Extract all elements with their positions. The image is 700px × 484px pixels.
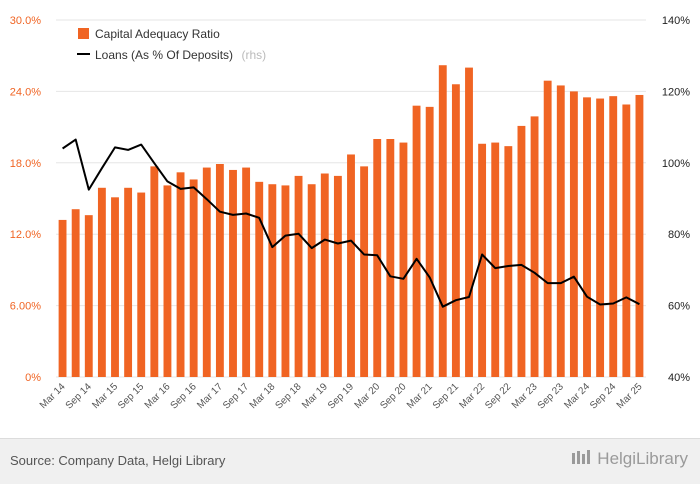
x-tick-label: Mar 21 [405, 381, 435, 411]
x-tick-label: Sep 16 [169, 381, 199, 411]
bar [504, 146, 513, 377]
legend-label-loans-text: Loans (As % Of Deposits) [95, 48, 233, 62]
y-tick-label-right: 120% [662, 86, 690, 98]
y-tick-label-right: 100% [662, 158, 690, 170]
bar [491, 142, 500, 377]
x-tick-label: Sep 17 [221, 381, 251, 411]
y-tick-label-right: 60% [668, 301, 690, 313]
x-tick-label: Mar 17 [195, 381, 225, 411]
bar [202, 167, 211, 377]
y-tick-label-right: 80% [668, 229, 690, 241]
bar [137, 192, 146, 377]
series-line [62, 138, 640, 308]
bar [360, 166, 369, 377]
bar [307, 184, 316, 377]
x-tick-label: Mar 19 [300, 381, 330, 411]
x-tick-label: Mar 18 [248, 381, 278, 411]
bar [150, 166, 159, 377]
x-tick-label: Mar 23 [510, 381, 540, 411]
bar [543, 80, 552, 377]
bar [347, 154, 355, 377]
legend: Capital Adequacy Ratio Loans (As % Of De… [77, 27, 266, 63]
bar [635, 94, 644, 377]
x-tick-label: Sep 21 [431, 381, 461, 411]
bar [596, 98, 605, 377]
bar [465, 67, 473, 377]
x-tick-label: Sep 15 [116, 381, 146, 411]
brand-name: HelgiLibrary [597, 449, 688, 468]
x-tick-label: Mar 15 [90, 381, 120, 411]
bar [294, 175, 303, 377]
right-axis-ticks: 40% 60% 80% 100% 120% 140% [662, 15, 690, 384]
bar [111, 197, 119, 377]
bar [176, 172, 185, 377]
y-tick-label-left: 18.0% [10, 158, 41, 170]
legend-swatch-capital-adequacy [78, 28, 89, 39]
bar [478, 143, 487, 377]
bar [333, 175, 342, 377]
y-tick-label-left: 30.0% [10, 15, 41, 27]
y-tick-label-left: 24.0% [10, 86, 41, 98]
bar [399, 142, 408, 377]
bar [255, 181, 264, 377]
legend-label-loans: Loans (As % Of Deposits) (rhs) [95, 46, 266, 63]
x-tick-label: Mar 25 [615, 381, 645, 411]
footer: Source: Company Data, Helgi Library Helg… [0, 438, 700, 484]
x-tick-label: Mar 16 [143, 381, 173, 411]
bar [189, 179, 198, 377]
bar [530, 116, 539, 377]
bar [320, 173, 329, 377]
bar [163, 185, 172, 377]
bar [71, 209, 80, 377]
bar [412, 105, 421, 378]
bar [215, 163, 224, 377]
x-tick-label: Mar 14 [38, 381, 68, 411]
bar [97, 187, 106, 377]
library-icon [571, 449, 593, 470]
x-tick-label: Sep 14 [64, 381, 94, 411]
bar [58, 219, 67, 377]
y-tick-label-right: 140% [662, 15, 690, 27]
y-tick-label-right: 40% [668, 372, 690, 384]
bar [373, 139, 382, 377]
bar [517, 125, 526, 377]
chart-canvas: 0% 6.00% 12.0% 18.0% 24.0% 30.0% 40% 60% 80% 100… [10, 15, 690, 412]
x-tick-label: Sep 20 [378, 381, 408, 411]
y-tick-label-left: 12.0% [10, 229, 41, 241]
bar [84, 215, 93, 377]
x-tick-label: Sep 19 [326, 381, 356, 411]
bar [438, 65, 447, 377]
bar [622, 104, 631, 378]
bar [229, 169, 237, 377]
brand-logo: HelgiLibrary [571, 449, 688, 470]
bar [556, 85, 565, 377]
bar [124, 187, 133, 377]
x-tick-label: Mar 24 [562, 381, 592, 411]
x-tick-label: Sep 18 [273, 381, 303, 411]
x-tick-label: Sep 22 [483, 381, 513, 411]
bar [425, 106, 434, 378]
x-tick-label: Mar 20 [353, 381, 383, 411]
y-tick-label-left: 6.00% [10, 301, 41, 313]
bar [242, 167, 251, 377]
bars-capital-adequacy [58, 65, 644, 378]
bar [386, 139, 395, 377]
source-text: Source: Company Data, Helgi Library [10, 453, 226, 468]
legend-label-capital-adequacy: Capital Adequacy Ratio [95, 27, 220, 41]
x-tick-label: Sep 24 [588, 381, 618, 411]
legend-label-loans-rhs: (rhs) [242, 48, 267, 62]
y-tick-label-left: 0% [25, 372, 41, 384]
left-axis-ticks: 0% 6.00% 12.0% 18.0% 24.0% 30.0% [10, 15, 41, 384]
line-loans-deposits [62, 138, 640, 308]
bar [583, 97, 591, 377]
bar [268, 184, 277, 377]
x-tick-label: Mar 22 [457, 381, 487, 411]
bar [609, 96, 618, 377]
bar [569, 91, 578, 378]
bar [281, 185, 290, 377]
bar [451, 84, 460, 377]
x-tick-label: Sep 23 [536, 381, 566, 411]
